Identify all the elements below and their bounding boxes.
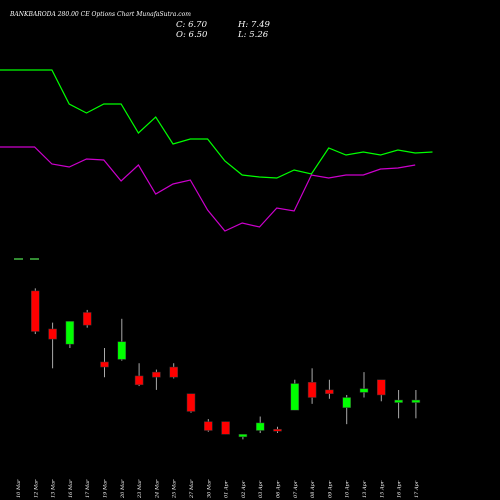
candle-body (117, 341, 127, 360)
candle (31, 288, 40, 335)
open-label: O: 6.50 (176, 30, 208, 40)
x-tick-label: 24 Mar (154, 479, 160, 499)
candle-body (411, 399, 421, 403)
candle (255, 416, 265, 434)
x-axis: 10 Mar 12 Mar 13 Mar 16 Mar 17 Mar 19 Mar 20 M… (16, 479, 420, 499)
x-tick-label: 08 Apr (310, 480, 316, 498)
x-tick-label: 15 Apr (379, 480, 385, 498)
x-tick-label: 23 Mar (137, 479, 143, 499)
x-tick-label: 12 Mar (33, 479, 39, 498)
candle (169, 363, 178, 379)
candle-body (255, 422, 265, 431)
x-tick-label: 06 Apr (276, 480, 282, 498)
candle-body (325, 389, 334, 394)
candle (65, 321, 75, 348)
candle-body (100, 361, 109, 368)
candle-body (359, 388, 369, 393)
candle-body (290, 383, 300, 411)
candle (273, 426, 282, 434)
candle-body (221, 421, 230, 435)
candle-body (342, 397, 351, 408)
candle (342, 394, 351, 425)
x-tick-label: 13 Mar (51, 479, 57, 498)
x-tick-label: 09 Apr (327, 480, 333, 498)
x-tick-label: 03 Apr (258, 480, 264, 498)
candle (117, 318, 127, 361)
candle-body (307, 382, 317, 398)
x-tick-label: 02 Apr (241, 480, 247, 498)
candle (290, 379, 300, 411)
x-tick-label: 30 Mar (206, 479, 212, 498)
x-tick-label: 27 Mar (189, 479, 195, 499)
x-tick-label: 19 Mar (103, 479, 109, 498)
x-tick-label: 07 Apr (293, 480, 299, 498)
x-tick-label: 17 Mar (85, 479, 91, 498)
candle (411, 390, 421, 419)
candle (186, 393, 196, 413)
x-tick-label: 10 Apr (345, 480, 351, 498)
candle-body (394, 399, 403, 403)
x-tick-label: 01 Apr (224, 480, 230, 498)
x-tick-label: 13 Apr (362, 480, 368, 498)
x-tick-label: 16 Mar (68, 479, 74, 498)
candle-body (377, 379, 386, 396)
candle-body (238, 434, 248, 438)
candle (325, 379, 334, 399)
candle-body (204, 421, 213, 431)
candle (82, 309, 92, 328)
candle (48, 322, 57, 369)
candle-body (31, 290, 40, 332)
candle-body (48, 328, 57, 340)
lower-line (0, 146, 416, 232)
chart-title: BANKBARODA 280.00 CE Options Chart Munaf… (9, 11, 191, 18)
candle-body (134, 375, 144, 386)
x-tick-label: 10 Mar (16, 479, 22, 498)
candle (134, 363, 144, 387)
indicator-lines (0, 69, 433, 232)
close-label: C: 6.70 (176, 20, 208, 30)
candle (307, 368, 317, 404)
upper-line (0, 69, 433, 179)
x-tick-label: 25 Mar (172, 479, 178, 499)
low-label: L: 5.26 (237, 30, 269, 40)
x-tick-label: 17 Apr (414, 480, 420, 498)
candle-body (186, 393, 196, 412)
candle-body (169, 366, 178, 378)
candle (377, 379, 386, 402)
candle (204, 419, 213, 432)
x-tick-label: 16 Apr (397, 480, 403, 498)
candle (359, 372, 369, 398)
candle (238, 434, 248, 440)
candle (100, 348, 109, 378)
x-tick-label: 20 Mar (120, 479, 126, 499)
candle-body (82, 312, 92, 326)
candle-body (65, 321, 75, 345)
candle-body (152, 371, 161, 378)
candle-body (273, 428, 282, 432)
candle (152, 369, 161, 390)
candles (31, 288, 421, 440)
high-label: H: 7.49 (237, 20, 270, 30)
candle (394, 390, 403, 419)
candle (221, 421, 230, 435)
